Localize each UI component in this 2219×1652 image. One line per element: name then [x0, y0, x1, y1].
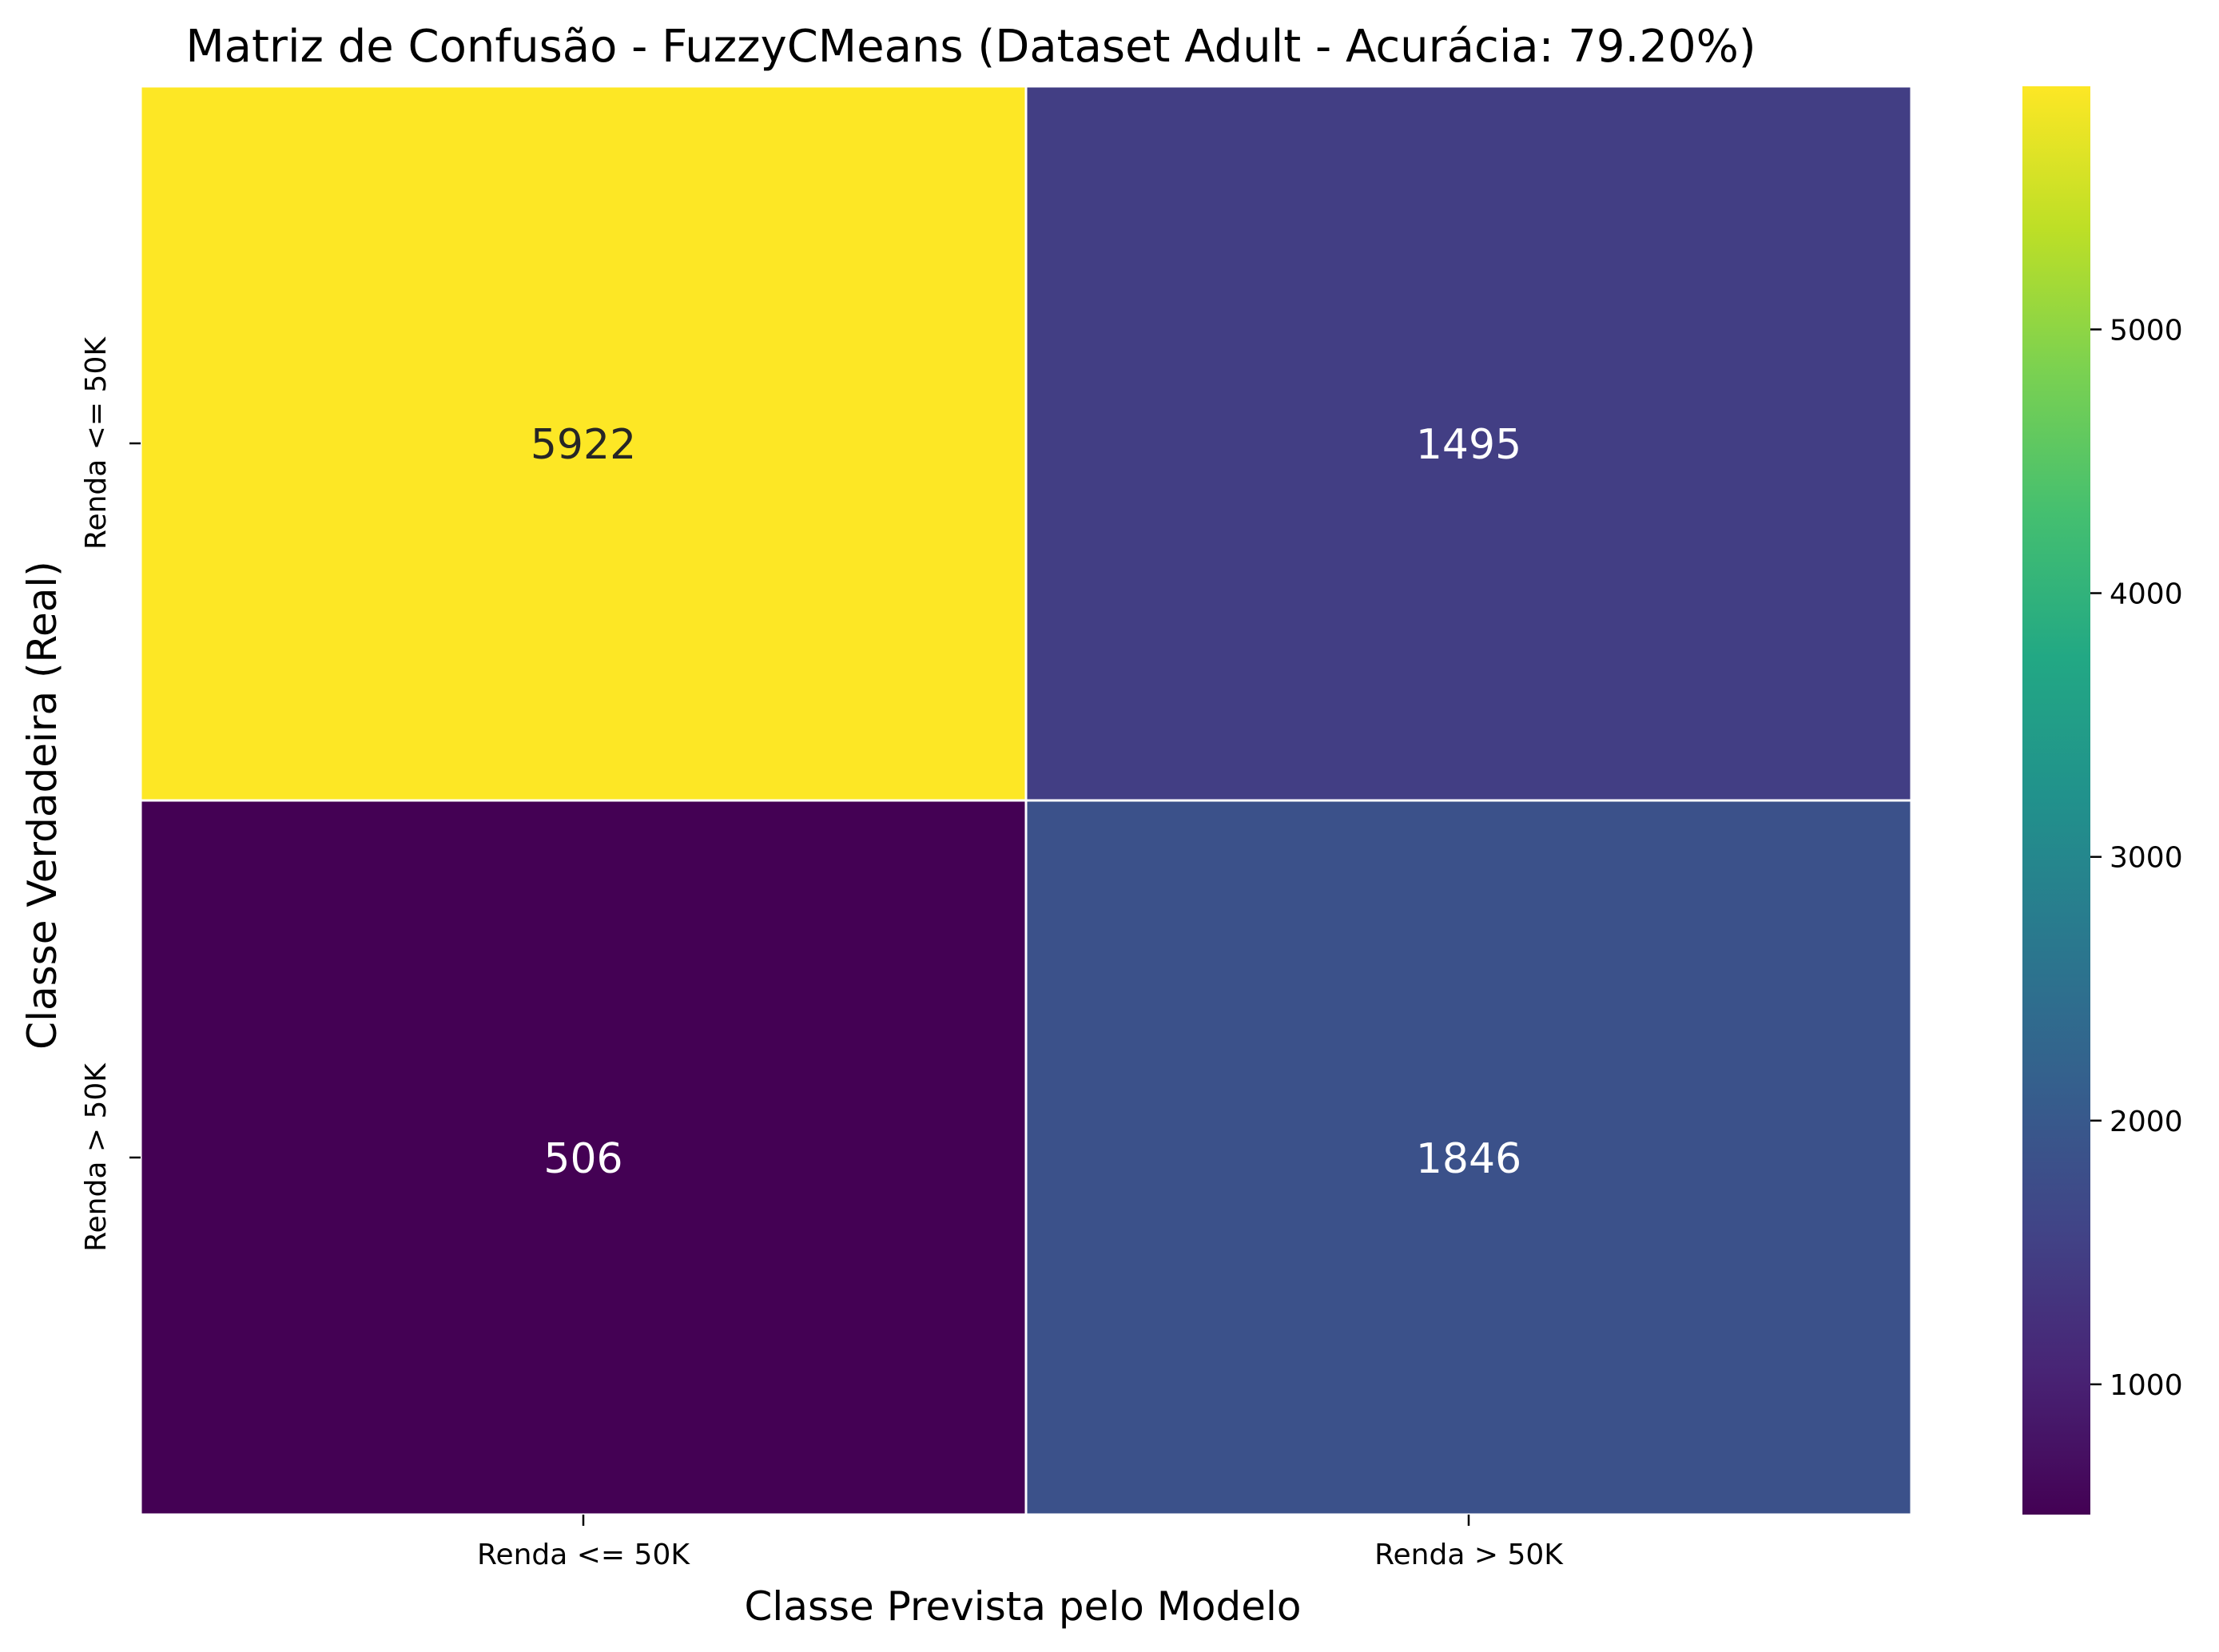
colorbar: 1000 2000 3000 4000 5000 — [2022, 86, 2183, 1515]
x-tick-label: Renda <= 50K — [477, 1539, 690, 1571]
colorbar-tick-label: 3000 — [2110, 842, 2183, 875]
cell-value-label: 1846 — [1416, 1135, 1521, 1183]
colorbar-tick-label: 1000 — [2110, 1369, 2183, 1402]
cell-value-label: 1495 — [1416, 421, 1521, 469]
colorbar-tick-label: 2000 — [2110, 1106, 2183, 1138]
heatmap-cell — [1024, 85, 1913, 802]
y-axis-ticks: Renda <= 50K Renda > 50K — [80, 336, 141, 1252]
y-tick-label: Renda > 50K — [80, 1062, 113, 1252]
heatmap-cell — [139, 85, 1028, 802]
x-axis-ticks: Renda <= 50K Renda > 50K — [477, 1515, 1564, 1571]
heatmap-cells: 5922 1495 506 1846 — [139, 85, 1913, 1516]
colorbar-tick-label: 5000 — [2110, 314, 2183, 347]
cell-value-label: 506 — [543, 1135, 622, 1183]
y-tick-label: Renda <= 50K — [80, 336, 113, 550]
cell-value-label: 5922 — [531, 421, 636, 469]
colorbar-gradient — [2022, 86, 2090, 1515]
heatmap-cell — [1024, 799, 1913, 1516]
chart-title: Matriz de Confusão - FuzzyCMeans (Datase… — [185, 21, 1756, 73]
heatmap-cell — [139, 799, 1028, 1516]
colorbar-tick-label: 4000 — [2110, 578, 2183, 611]
y-axis-label: Classe Verdadeira (Real) — [19, 561, 66, 1050]
x-axis-label: Classe Prevista pelo Modelo — [745, 1583, 1302, 1630]
x-tick-label: Renda > 50K — [1374, 1539, 1564, 1571]
